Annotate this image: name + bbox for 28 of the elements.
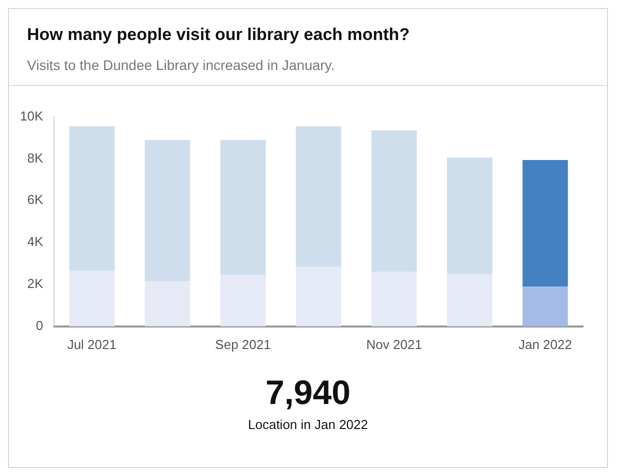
bar xyxy=(144,140,190,282)
bar xyxy=(371,130,417,272)
bar xyxy=(447,274,492,326)
bar xyxy=(447,158,492,274)
y-tick-label: 4K xyxy=(27,234,44,250)
chart-subtitle: Visits to the Dundee Library increased in January. xyxy=(27,57,336,73)
x-tick-label: Nov 2021 xyxy=(366,336,422,352)
bar xyxy=(69,270,115,326)
bar xyxy=(296,126,342,267)
bar xyxy=(144,281,190,326)
text: Location in Jan 2022 xyxy=(247,417,369,432)
bar xyxy=(522,160,568,287)
y-tick-label: 6K xyxy=(27,192,44,208)
bar xyxy=(220,140,266,276)
text: 7,940 xyxy=(264,374,352,413)
bar xyxy=(296,266,342,326)
x-tick-label: Jan 2022 xyxy=(518,336,572,352)
x-tick-label: Jul 2021 xyxy=(67,336,116,352)
x-tick-label: Sep 2021 xyxy=(215,336,271,352)
y-tick-label: 10K xyxy=(20,108,44,124)
y-tick-label: 2K xyxy=(27,276,44,292)
chart-title: How many people visit our library each month? xyxy=(27,25,411,45)
y-tick-label: 8K xyxy=(27,150,44,166)
bar xyxy=(69,126,115,271)
bar xyxy=(522,286,568,326)
bar xyxy=(371,272,417,326)
bar xyxy=(220,275,266,326)
y-tick-label: 0 xyxy=(36,318,44,333)
